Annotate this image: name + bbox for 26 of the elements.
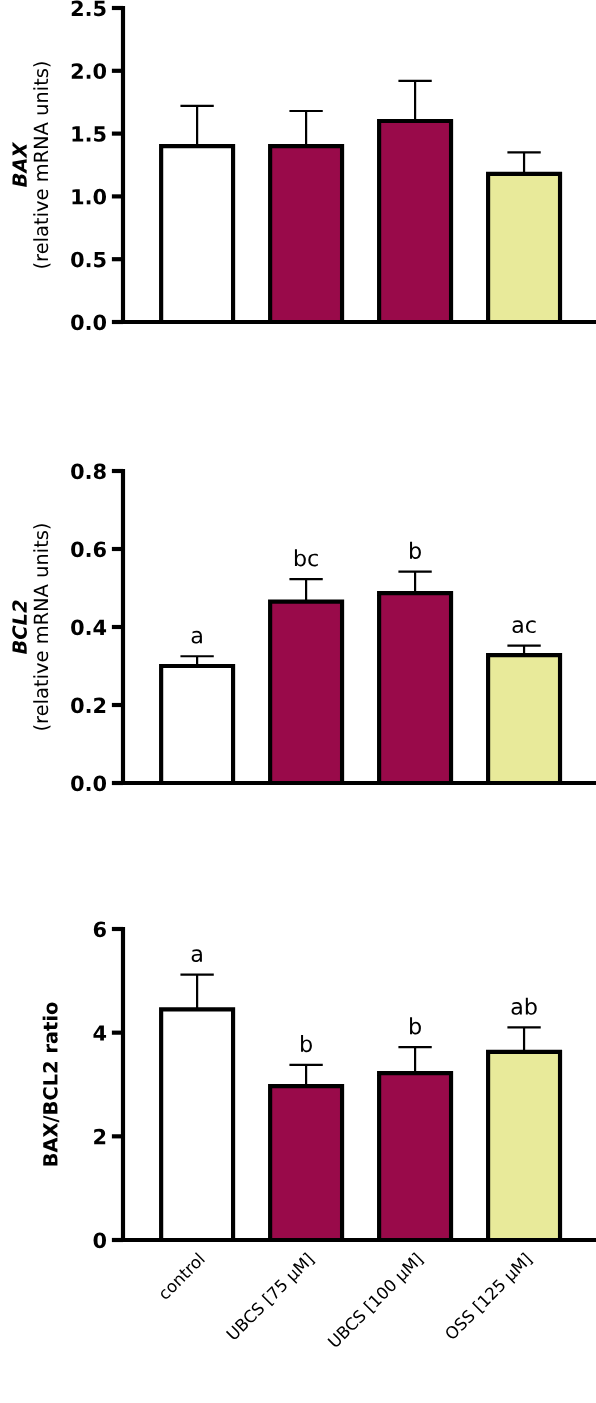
y-tick-label: 4: [93, 1025, 107, 1041]
y-tick-label: 1.0: [72, 188, 107, 205]
y-axis-title: BAX/BCL2 ratio: [42, 1002, 60, 1166]
y-tick-label: 0: [93, 1232, 107, 1249]
y-tick-label: 0.4: [71, 619, 107, 636]
y-tick-label: 1.5: [72, 126, 106, 142]
y-tick-label: 0.6: [71, 541, 106, 558]
y-tick-label: 0.8: [71, 463, 106, 480]
y-tick-label: 2.0: [71, 63, 107, 80]
y-tick-label: 0.5: [71, 251, 106, 268]
annotation: bc: [294, 549, 318, 567]
y-tick-label: 6: [93, 921, 106, 938]
annotation: a: [191, 949, 202, 962]
y-axis-title: BAX (relative mRNA units): [12, 62, 51, 268]
annotation: b: [301, 1034, 312, 1053]
annotation: ab: [511, 997, 537, 1015]
y-axis-title: BCL2 (relative mRNA units): [12, 524, 51, 730]
y-tick-label: 0.2: [71, 697, 106, 714]
annotation: b: [410, 1017, 421, 1035]
annotation: a: [191, 630, 202, 644]
y-tick-label: 0.0: [71, 775, 107, 792]
y-tick-label: 0.0: [71, 314, 107, 331]
y-tick-label: 2: [94, 1128, 106, 1145]
annotation: b: [410, 541, 421, 559]
annotation: ac: [512, 620, 536, 634]
y-tick-label: 2.5: [71, 0, 106, 17]
